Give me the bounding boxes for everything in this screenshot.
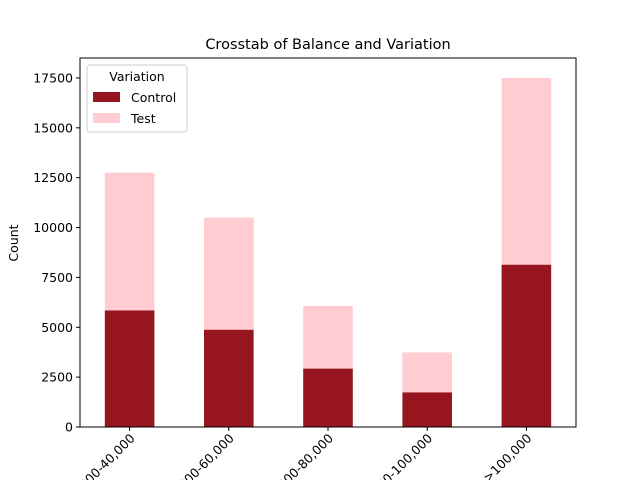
bar-control-0 — [104, 310, 155, 427]
bar-control-3 — [402, 392, 452, 427]
x-tick-label: 80,000-100,000 — [354, 430, 435, 480]
bar-control-4 — [501, 264, 552, 427]
legend-swatch-test — [93, 113, 120, 123]
y-axis-label: Count — [6, 224, 21, 261]
bar-test-4 — [501, 77, 552, 265]
x-tick-label: 40,000-60,000 — [161, 430, 237, 480]
chart-title: Crosstab of Balance and Variation — [205, 37, 450, 53]
y-tick-label: 5000 — [41, 320, 73, 335]
plot-area: 0 2500 5000 7500 10000 12500 15000 17500 20,000-… — [33, 57, 577, 485]
y-tick-label: 15000 — [33, 120, 73, 135]
legend-label-test: Test — [130, 111, 156, 126]
bar-test-3 — [402, 352, 452, 393]
x-tick-label: >100,000 — [480, 430, 535, 480]
x-tick-label: 20,000-40,000 — [62, 430, 138, 480]
y-tick-label: 2500 — [41, 370, 73, 385]
bar-test-0 — [104, 172, 155, 311]
bar-test-1 — [204, 217, 254, 330]
x-tick-label: 60,000-80,000 — [260, 430, 336, 480]
bar-test-2 — [303, 305, 353, 369]
y-tick-label: 12500 — [33, 170, 73, 185]
legend-label-control: Control — [131, 90, 176, 105]
y-tick-label: 0 — [65, 420, 73, 435]
legend-title: Variation — [109, 69, 164, 84]
legend-swatch-control — [93, 92, 120, 102]
y-tick-label: 10000 — [33, 220, 73, 235]
bar-control-2 — [303, 368, 353, 427]
bar-control-1 — [204, 329, 254, 427]
y-tick-label: 17500 — [33, 70, 73, 85]
y-tick-label: 7500 — [41, 270, 73, 285]
legend: Variation Control Test — [86, 64, 188, 133]
